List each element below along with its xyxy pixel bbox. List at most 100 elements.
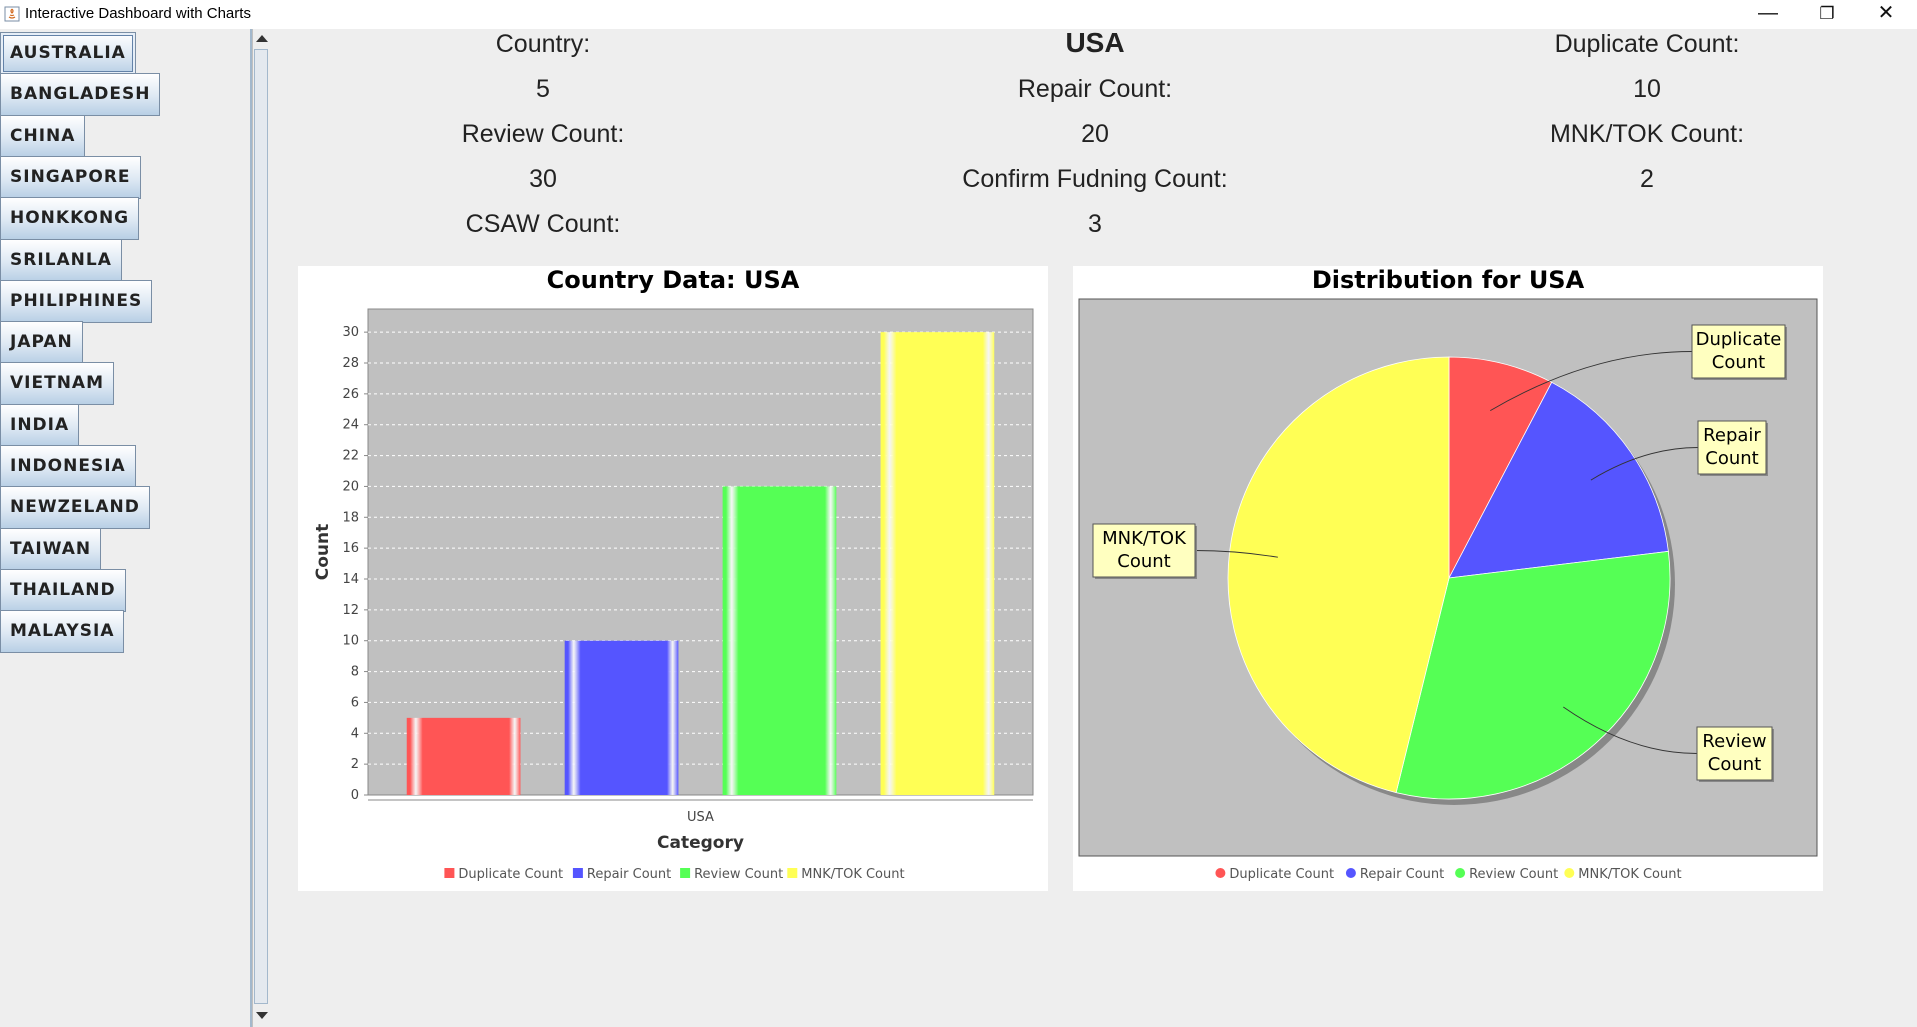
label-connector-mnk-tok-count bbox=[1194, 550, 1278, 558]
country-button-honkkong[interactable]: HONKKONG bbox=[0, 197, 140, 241]
legend-swatch-repair-count bbox=[1345, 868, 1356, 878]
y-tick-label: 18 bbox=[342, 510, 359, 525]
bar-chart-panel: Country Data: USA 0 2 4 6 8 10 12 14 16 18 20 22 24 2… bbox=[298, 266, 1048, 891]
y-tick-label: 24 bbox=[342, 418, 359, 433]
slice-label-repair-count-line2: Count bbox=[1705, 448, 1758, 469]
bar-mnk-tok-count bbox=[880, 332, 995, 795]
scrollbar-track[interactable] bbox=[254, 49, 268, 1004]
sidebar-scrollbar[interactable] bbox=[252, 29, 270, 1027]
label-box-duplicate-count bbox=[1691, 324, 1786, 379]
confirm-funding-count-label: Confirm Fudning Count: bbox=[962, 165, 1228, 193]
country-button-singapore[interactable]: SINGAPORE bbox=[0, 155, 141, 199]
scroll-up-arrow-icon[interactable] bbox=[256, 35, 268, 42]
legend-swatch-repair-count bbox=[572, 868, 583, 878]
label-connector-duplicate-count bbox=[1490, 351, 1693, 412]
csaw-count-value: 3 bbox=[1088, 210, 1102, 238]
country-button-vietnam[interactable]: VIETNAM bbox=[0, 362, 114, 406]
country-button-thailand[interactable]: THAILAND bbox=[0, 568, 126, 612]
country-button-bangladesh[interactable]: BANGLADESH bbox=[0, 73, 161, 117]
y-tick-label: 12 bbox=[342, 603, 359, 618]
y-tick-label: 8 bbox=[351, 665, 359, 680]
bar-chart: 024681012141618202224262830USACategoryCo… bbox=[313, 308, 1034, 882]
mnktok-count-value: 30 bbox=[529, 165, 557, 193]
y-tick-label: 28 bbox=[342, 356, 359, 371]
y-tick-label: 6 bbox=[351, 695, 359, 710]
country-button-japan[interactable]: JAPAN bbox=[0, 321, 83, 365]
country-button-srilanla[interactable]: SRILANLA bbox=[0, 238, 122, 282]
y-tick-label: 10 bbox=[342, 634, 359, 649]
legend-swatch-review-count bbox=[680, 868, 691, 878]
legend-swatch-mnk-tok-count bbox=[1564, 868, 1575, 878]
bar-duplicate-count bbox=[406, 717, 521, 795]
window-title: Interactive Dashboard with Charts bbox=[25, 5, 251, 22]
country-value: USA bbox=[1065, 27, 1125, 58]
y-tick-label: 26 bbox=[342, 387, 359, 402]
legend-swatch-review-count bbox=[1455, 868, 1466, 878]
y-tick-label: 30 bbox=[342, 325, 359, 340]
slice-label-mnk-tok-count-line2: Count bbox=[1117, 551, 1170, 572]
country-button-indonesia[interactable]: INDONESIA bbox=[0, 445, 136, 488]
y-tick-label: 4 bbox=[351, 726, 359, 741]
country-button-taiwan[interactable]: TAIWAN bbox=[0, 527, 102, 571]
confirm-funding-count-value: 2 bbox=[1640, 165, 1654, 193]
legend-swatch-mnk-tok-count bbox=[787, 868, 798, 878]
country-button-china[interactable]: CHINA bbox=[0, 114, 86, 158]
legend-swatch-duplicate-count bbox=[444, 868, 455, 878]
slice-label-duplicate-count-line2: Count bbox=[1712, 352, 1765, 373]
slice-label-repair-count-line1: Repair bbox=[1703, 425, 1761, 446]
scroll-down-arrow-icon[interactable] bbox=[256, 1012, 268, 1019]
country-button-malaysia[interactable]: MALAYSIA bbox=[0, 610, 125, 654]
bar-repair-count bbox=[564, 640, 679, 795]
pie-chart-title: Distribution for USA bbox=[1311, 266, 1585, 294]
pie-slice-review-count bbox=[1395, 550, 1671, 800]
y-tick-label: 16 bbox=[342, 541, 359, 556]
csaw-count-label: CSAW Count: bbox=[465, 210, 621, 238]
duplicate-count-label: Duplicate Count: bbox=[1554, 30, 1740, 58]
review-count-value: 20 bbox=[1081, 120, 1109, 148]
bar-review-count bbox=[722, 486, 837, 795]
label-box-repair-count bbox=[1697, 420, 1767, 475]
country-button-india[interactable]: INDIA bbox=[0, 403, 80, 447]
slice-label-mnk-tok-count-line1: MNK/TOK bbox=[1102, 528, 1187, 549]
pie-chart: DuplicateCountRepairCountReviewCountMNK/… bbox=[1078, 298, 1818, 882]
x-axis-label: Category bbox=[657, 833, 744, 853]
legend-item-review-count: Review Count bbox=[694, 867, 783, 882]
y-tick-label: 2 bbox=[351, 757, 359, 772]
duplicate-count-value: 5 bbox=[536, 75, 550, 103]
y-axis-label: Count bbox=[313, 524, 333, 581]
minimize-button[interactable]: — bbox=[1758, 2, 1778, 24]
legend-item-review-count: Review Count bbox=[1469, 867, 1558, 882]
repair-count-value: 10 bbox=[1633, 75, 1661, 103]
title-bar: Interactive Dashboard with Charts — ❐ ✕ bbox=[0, 0, 1917, 29]
review-count-label: Review Count: bbox=[461, 120, 625, 148]
java-app-icon bbox=[4, 6, 20, 22]
mnktok-count-label: MNK/TOK Count: bbox=[1549, 120, 1745, 148]
y-tick-label: 22 bbox=[342, 449, 359, 464]
restore-button[interactable]: ❐ bbox=[1819, 4, 1835, 23]
country-label: Country: bbox=[495, 30, 591, 58]
country-button-philiphines[interactable]: PHILIPHINES bbox=[0, 279, 153, 323]
slice-label-review-count-line1: Review bbox=[1702, 731, 1766, 752]
legend-item-duplicate-count: Duplicate Count bbox=[1229, 867, 1334, 882]
label-connector-review-count bbox=[1563, 706, 1698, 754]
country-button-australia[interactable]: AUSTRALIA bbox=[0, 32, 136, 75]
y-tick-label: 0 bbox=[351, 788, 359, 803]
pie-slice-duplicate-count bbox=[1448, 356, 1553, 579]
pie-slice-repair-count bbox=[1448, 381, 1669, 579]
legend-item-repair-count: Repair Count bbox=[1360, 867, 1444, 882]
label-box-review-count bbox=[1696, 726, 1773, 781]
legend-swatch-duplicate-count bbox=[1215, 868, 1226, 878]
label-connector-repair-count bbox=[1590, 447, 1699, 481]
y-tick-label: 14 bbox=[342, 572, 359, 587]
x-tick-label: USA bbox=[687, 810, 714, 825]
pie-chart-panel: Distribution for USA Duplicate Count Repai… bbox=[1073, 266, 1823, 891]
slice-label-review-count-line2: Count bbox=[1708, 754, 1761, 775]
legend-item-duplicate-count: Duplicate Count bbox=[458, 867, 563, 882]
legend-item-mnk-tok-count: MNK/TOK Count bbox=[801, 867, 904, 882]
y-tick-label: 20 bbox=[342, 479, 359, 494]
legend-item-mnk-tok-count: MNK/TOK Count bbox=[1578, 867, 1681, 882]
country-button-newzeland[interactable]: NEWZELAND bbox=[0, 486, 150, 530]
country-sidebar: AUSTRALIA BANGLADESH CHINA SINGAPORE HONKKON… bbox=[0, 29, 252, 1027]
close-button[interactable]: ✕ bbox=[1877, 2, 1895, 24]
slice-label-duplicate-count-line1: Duplicate bbox=[1696, 329, 1782, 350]
